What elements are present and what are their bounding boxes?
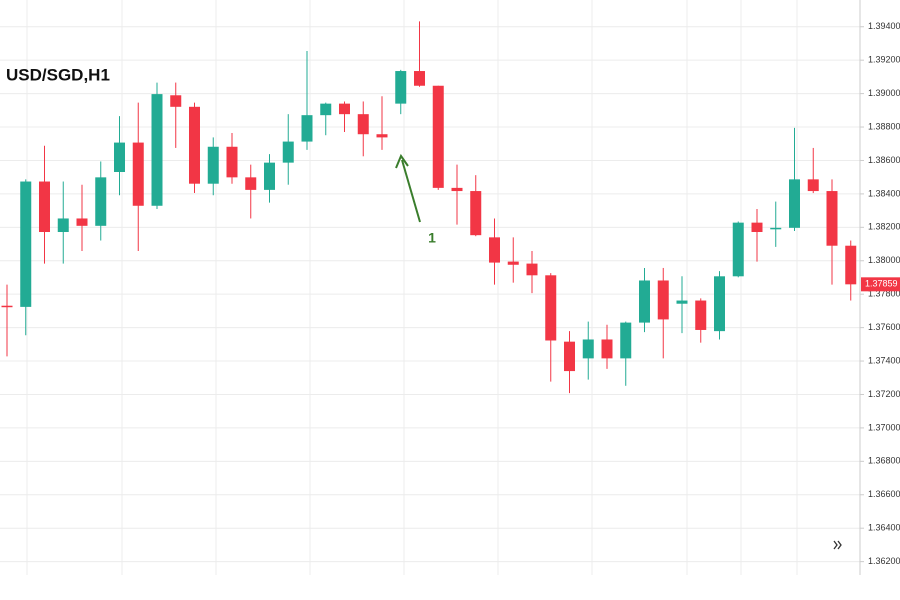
candle-body — [189, 106, 200, 184]
candle-body — [489, 237, 500, 263]
candle-body — [732, 222, 744, 277]
y-tick-label: 1.38000 — [868, 255, 900, 265]
scroll-button[interactable] — [833, 540, 842, 550]
candle-body — [245, 177, 257, 190]
candle-body — [620, 322, 632, 359]
chevron — [837, 540, 842, 550]
chart-title: USD/SGD,H1 — [6, 65, 110, 84]
y-tick-label: 1.38200 — [868, 222, 900, 232]
candle-body — [170, 95, 182, 107]
candle-body — [826, 191, 838, 246]
candle-body — [57, 218, 69, 233]
candle-body — [526, 263, 538, 276]
annotation: 1 — [428, 230, 436, 246]
candle-body — [20, 181, 32, 307]
candle-body — [451, 187, 463, 192]
time-grid — [26, 0, 798, 575]
candle-body — [545, 275, 557, 341]
y-axis: 1.36200 1.36400 1.36600 1.36800 1.37000 1.372… — [860, 21, 900, 566]
arrow-shaft — [401, 159, 421, 223]
y-tick-label: 1.39400 — [868, 21, 900, 31]
y-tick-label: 1.39000 — [868, 88, 900, 98]
y-tick-label: 1.37200 — [868, 389, 900, 399]
y-tick-label: 1.37000 — [868, 422, 900, 432]
candle-body — [207, 146, 219, 184]
annotation-arrow — [395, 153, 421, 223]
candle-body — [770, 227, 782, 230]
candle-body — [807, 179, 819, 192]
candles — [1, 21, 857, 394]
candle-body — [114, 142, 125, 172]
candle-body — [264, 162, 275, 190]
last-price-label: 1.37859 — [865, 279, 898, 289]
candle-body — [395, 71, 407, 104]
candle-body — [695, 300, 707, 330]
y-tick-label: 1.36400 — [868, 523, 900, 533]
candle-body — [639, 280, 650, 323]
candle-body — [151, 94, 163, 206]
candle-body — [357, 114, 369, 135]
y-tick-label: 1.37800 — [868, 289, 900, 299]
chevron — [833, 540, 838, 550]
y-tick-label: 1.37600 — [868, 322, 900, 332]
candle-body — [845, 245, 857, 285]
candle-body — [582, 339, 594, 359]
y-tick-label: 1.36200 — [868, 556, 900, 566]
candle-body — [132, 142, 144, 206]
candle-body — [432, 85, 444, 188]
candle-body — [376, 134, 388, 138]
last-price-tag — [861, 277, 900, 292]
candle-body — [339, 103, 350, 115]
candle-body — [657, 280, 669, 320]
candle-body — [676, 300, 688, 304]
arrow-head — [395, 153, 409, 169]
h-grid — [0, 26, 860, 563]
candle-body — [301, 115, 313, 142]
candle-body — [95, 177, 107, 226]
candle-body — [414, 71, 425, 86]
candle-body — [76, 218, 88, 226]
candle-body — [226, 146, 238, 178]
candle-body — [1, 305, 13, 308]
candle-body — [470, 191, 482, 236]
y-tick-label: 1.37400 — [868, 355, 900, 365]
candle-body — [751, 222, 763, 233]
candle-body — [282, 141, 294, 163]
y-tick-label: 1.38600 — [868, 155, 900, 165]
y-tick-label: 1.36800 — [868, 456, 900, 466]
candle-body — [564, 341, 575, 372]
candle-body — [507, 261, 519, 265]
candle-body — [714, 276, 725, 332]
candle-body — [789, 179, 800, 228]
candle-body — [601, 339, 613, 359]
y-tick-label: 1.36600 — [868, 489, 900, 499]
y-tick-label: 1.38800 — [868, 121, 900, 131]
y-tick-label: 1.39200 — [868, 55, 900, 65]
candle-body — [39, 181, 50, 233]
y-tick-label: 1.38400 — [868, 188, 900, 198]
candle-body — [320, 103, 332, 116]
